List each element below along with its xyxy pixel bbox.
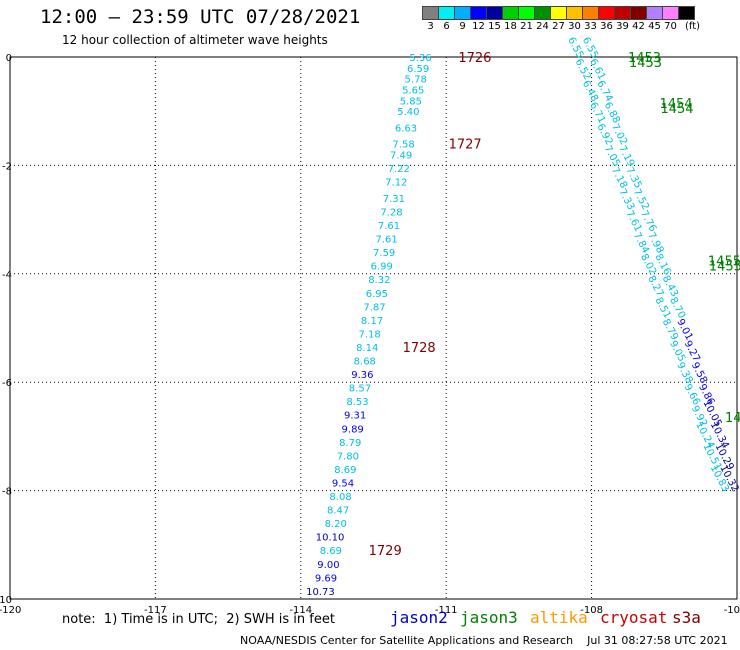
x-tick-label: -117	[144, 605, 167, 616]
x-tick-label: -108	[580, 605, 603, 616]
legend-label: 27	[552, 21, 565, 32]
page-title: 12:00 — 23:59 UTC 07/28/2021	[40, 6, 361, 28]
data-point-label: 7.49	[390, 151, 412, 162]
data-point-label: 7.61	[375, 235, 397, 246]
data-point-label: 9.54	[332, 478, 354, 489]
data-point-label: 8.79	[339, 438, 361, 449]
data-point-label: 9.31	[344, 411, 366, 422]
plot-frame	[9, 56, 738, 600]
time-label: 1729	[369, 544, 402, 559]
data-point-label: 7.22	[388, 164, 410, 175]
legend-label: 36	[600, 21, 613, 32]
time-label: 1728	[403, 341, 436, 356]
legend-label: 39	[616, 21, 629, 32]
y-tick-label: -4	[2, 270, 12, 281]
data-point-label: 8.53	[346, 397, 368, 408]
time-label: 1454	[660, 102, 693, 117]
time-label: 1727	[449, 138, 482, 153]
y-tick-label: -6	[2, 378, 12, 389]
data-point-label: 7.31	[383, 194, 405, 205]
legend-label: 15	[488, 21, 501, 32]
data-point-label: 5.85	[400, 96, 422, 107]
legend-labels: 3 6 9 12 15 18 21 24 27 30 33 36 39 42 45 70 (ft)	[422, 20, 700, 34]
data-point-label: 9.69	[315, 573, 337, 584]
data-point-label: 8.08	[329, 492, 351, 503]
data-point-label: 7.58	[392, 140, 414, 151]
y-tick-label: -10	[0, 595, 12, 606]
data-point-label: 5.65	[402, 86, 424, 97]
data-point-label: 5.78	[405, 75, 427, 86]
data-point-label: 7.59	[373, 248, 395, 259]
data-point-label: 5.36	[409, 53, 431, 64]
data-point-label: 7.80	[337, 451, 359, 462]
legend-label: 21	[520, 21, 533, 32]
page-subtitle: 12 hour collection of altimeter wave hei…	[62, 33, 328, 47]
legend-label: 18	[504, 21, 517, 32]
time-label: 1455	[708, 254, 740, 269]
color-legend: 3 6 9 12 15 18 21 24 27 30 33 36 39 42 45 70 (ft)	[422, 6, 700, 34]
legend-label: 45	[648, 21, 661, 32]
data-point-label: 5.40	[397, 107, 419, 118]
data-point-label: 7.18	[359, 329, 381, 340]
legend-label: (ft)	[684, 21, 701, 32]
data-point-label: 7.28	[380, 207, 402, 218]
time-label: 1453	[629, 56, 662, 71]
time-label: 1453	[628, 51, 661, 66]
satellite-label: altika	[530, 608, 588, 627]
legend-label: 3	[427, 21, 434, 32]
legend-swatch	[678, 6, 695, 20]
data-point-label: 6.99	[371, 262, 393, 273]
data-point-label: 8.68	[354, 357, 376, 368]
footer-note: note: 1) Time is in UTC; 2) SWH is in fe…	[62, 612, 335, 627]
time-label: 1726	[458, 51, 491, 66]
footer-credit: NOAA/NESDIS Center for Satellite Applica…	[240, 634, 728, 647]
legend-swatches	[422, 6, 695, 20]
legend-label: 70	[664, 21, 677, 32]
data-point-label: 8.17	[361, 316, 383, 327]
data-point-label: 10.73	[306, 587, 335, 598]
data-point-label: 7.61	[378, 221, 400, 232]
time-label-partial: 14	[725, 411, 740, 426]
x-tick-label: -120	[0, 605, 21, 616]
legend-label: 42	[632, 21, 645, 32]
data-point-label: 8.20	[325, 519, 347, 530]
data-point-label: 6.63	[395, 123, 417, 134]
satellite-label: jason2	[390, 608, 448, 627]
satellite-label: s3a	[672, 608, 701, 627]
data-point-label: 7.12	[385, 178, 407, 189]
data-point-label: 8.14	[356, 343, 378, 354]
x-tick-label: -105	[724, 605, 740, 616]
x-tick-label: -111	[435, 605, 458, 616]
data-point-label: 10.10	[316, 533, 345, 544]
data-point-label: 8.69	[334, 465, 356, 476]
data-point-label: 8.57	[349, 384, 371, 395]
satellite-label: jason3	[460, 608, 518, 627]
data-point-label: 9.36	[351, 370, 373, 381]
data-point-label: 8.47	[327, 506, 349, 517]
data-point-label: 8.32	[368, 275, 390, 286]
y-tick-label: -8	[2, 487, 12, 498]
time-label: 1455	[709, 259, 740, 274]
legend-label: 30	[568, 21, 581, 32]
data-point-label: 9.89	[342, 424, 364, 435]
x-tick-label: -114	[289, 605, 312, 616]
data-point-label: 6.95	[366, 289, 388, 300]
legend-label: 24	[536, 21, 549, 32]
legend-label: 9	[459, 21, 466, 32]
data-point-label: 6.59	[407, 64, 429, 75]
satellite-label: cryosat	[600, 608, 668, 627]
y-tick-label: -2	[2, 161, 12, 172]
y-tick-label: 0	[6, 53, 12, 64]
data-point-label: 9.00	[317, 560, 339, 571]
legend-label: 12	[472, 21, 485, 32]
time-label: 1454	[659, 97, 692, 112]
legend-label: 6	[443, 21, 450, 32]
data-point-label: 7.87	[363, 302, 385, 313]
data-point-label: 8.69	[320, 546, 342, 557]
legend-label: 33	[584, 21, 597, 32]
